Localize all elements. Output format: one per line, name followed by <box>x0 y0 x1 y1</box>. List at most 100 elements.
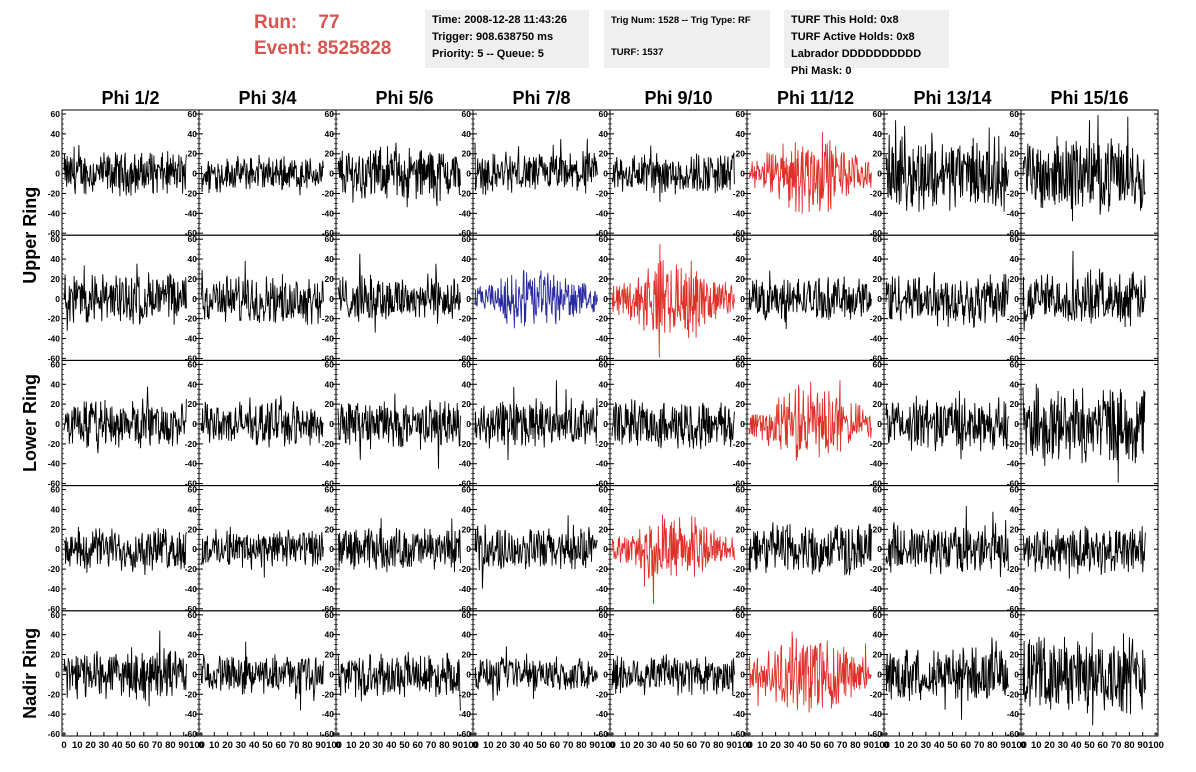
y-tick-label: -40 <box>1007 459 1020 469</box>
y-tick-label: -40 <box>48 334 61 344</box>
y-tick-label: 60 <box>599 359 609 369</box>
waveform-trace <box>200 395 324 448</box>
y-tick-label: 40 <box>462 504 472 514</box>
y-tick-label: -40 <box>733 584 746 594</box>
y-tick-label: 60 <box>1010 109 1020 119</box>
x-tick-label: 50 <box>125 740 136 751</box>
y-tick-label: -40 <box>733 334 746 344</box>
y-tick-label: 0 <box>192 544 197 554</box>
y-tick-label: -60 <box>322 604 335 614</box>
y-tick-label: 60 <box>462 610 472 620</box>
y-tick-label: 0 <box>603 419 608 429</box>
time-text: Time: 2008-12-28 11:43:26 <box>432 14 567 26</box>
y-tick-label: 40 <box>51 504 61 514</box>
x-tick-label: 30 <box>99 740 110 751</box>
y-tick-label: 60 <box>736 359 746 369</box>
turf-text: TURF: 1537 <box>611 47 664 58</box>
y-tick-label: -20 <box>322 439 335 449</box>
x-tick-label: 50 <box>673 740 684 751</box>
y-tick-label: 0 <box>329 544 334 554</box>
x-tick-label: 100 <box>600 740 616 751</box>
y-tick-label: 20 <box>188 650 198 660</box>
x-tick-label: 50 <box>262 740 273 751</box>
y-tick-label: -60 <box>322 228 335 238</box>
y-tick-label: 40 <box>599 630 609 640</box>
y-tick-label: 0 <box>1014 544 1019 554</box>
y-tick-label: 20 <box>462 650 472 660</box>
y-tick-label: -60 <box>48 479 61 489</box>
y-tick-label: -60 <box>1007 353 1020 363</box>
y-tick-label: -20 <box>322 314 335 324</box>
y-tick-label: -40 <box>322 709 335 719</box>
waveform-trace <box>885 390 1009 460</box>
x-tick-label: 70 <box>563 740 574 751</box>
y-tick-label: 60 <box>325 610 335 620</box>
ring-label: Lower Ring <box>20 374 40 472</box>
y-tick-label: 0 <box>603 169 608 179</box>
y-tick-label: 20 <box>736 149 746 159</box>
y-tick-label: -40 <box>322 584 335 594</box>
y-tick-label: 0 <box>55 169 60 179</box>
y-tick-label: 40 <box>188 129 198 139</box>
y-tick-label: 20 <box>873 399 883 409</box>
y-tick-label: 0 <box>466 169 471 179</box>
y-tick-label: -20 <box>48 564 61 574</box>
x-tick-label: 90 <box>589 740 600 751</box>
y-tick-label: 60 <box>736 610 746 620</box>
trigger-info-box: Trig Num: 1528 -- Trig Type: RF TURF: 15… <box>604 10 770 68</box>
x-tick-label: 80 <box>713 740 724 751</box>
y-tick-label: 40 <box>599 504 609 514</box>
waveform-trace <box>337 253 461 333</box>
y-tick-label: 20 <box>188 524 198 534</box>
y-tick-label: 20 <box>599 650 609 660</box>
x-tick-label: 70 <box>289 740 300 751</box>
y-tick-label: -20 <box>870 439 883 449</box>
x-tick-label: 30 <box>784 740 795 751</box>
x-tick-label: 90 <box>1137 740 1148 751</box>
y-tick-label: 0 <box>740 169 745 179</box>
x-tick-label: 100 <box>463 740 479 751</box>
waveform-trace <box>748 631 872 713</box>
waveform-trace <box>63 263 187 331</box>
y-tick-label: 0 <box>1014 294 1019 304</box>
y-tick-label: 20 <box>1010 524 1020 534</box>
y-tick-label: 40 <box>51 129 61 139</box>
y-tick-label: 60 <box>736 109 746 119</box>
y-tick-label: 60 <box>599 109 609 119</box>
y-tick-label: -20 <box>459 564 472 574</box>
x-tick-label: 10 <box>346 740 357 751</box>
y-tick-label: 0 <box>877 669 882 679</box>
y-tick-label: 40 <box>188 504 198 514</box>
y-tick-label: 20 <box>51 399 61 409</box>
y-tick-label: 60 <box>736 485 746 495</box>
y-tick-label: 0 <box>55 294 60 304</box>
y-tick-label: -40 <box>322 334 335 344</box>
time-info-box: Time: 2008-12-28 11:43:26 Trigger: 908.6… <box>425 10 589 68</box>
x-tick-label: 20 <box>496 740 507 751</box>
waveform-trace <box>474 380 598 461</box>
waveform-trace <box>63 144 187 197</box>
y-tick-label: 20 <box>736 399 746 409</box>
y-tick-label: 60 <box>325 485 335 495</box>
waveform-trace <box>611 145 735 203</box>
column-header: Phi 15/16 <box>1050 88 1128 108</box>
waveform-trace <box>611 243 735 358</box>
y-tick-label: -40 <box>733 459 746 469</box>
y-tick-label: 40 <box>736 630 746 640</box>
y-tick-label: 60 <box>188 109 198 119</box>
y-tick-label: 40 <box>736 379 746 389</box>
y-tick-label: -20 <box>596 314 609 324</box>
y-tick-label: -60 <box>185 729 198 739</box>
waveform-trace <box>1022 114 1146 222</box>
y-tick-label: -40 <box>870 709 883 719</box>
x-tick-label: 100 <box>1011 740 1027 751</box>
y-tick-label: 40 <box>325 254 335 264</box>
y-tick-label: 40 <box>325 504 335 514</box>
y-tick-label: 60 <box>873 610 883 620</box>
y-tick-label: 60 <box>1010 234 1020 244</box>
x-tick-label: 30 <box>1058 740 1069 751</box>
x-tick-label: 100 <box>874 740 890 751</box>
x-tick-label: 40 <box>1071 740 1082 751</box>
y-tick-label: 60 <box>188 234 198 244</box>
run-row: Run: 77 <box>254 10 391 36</box>
